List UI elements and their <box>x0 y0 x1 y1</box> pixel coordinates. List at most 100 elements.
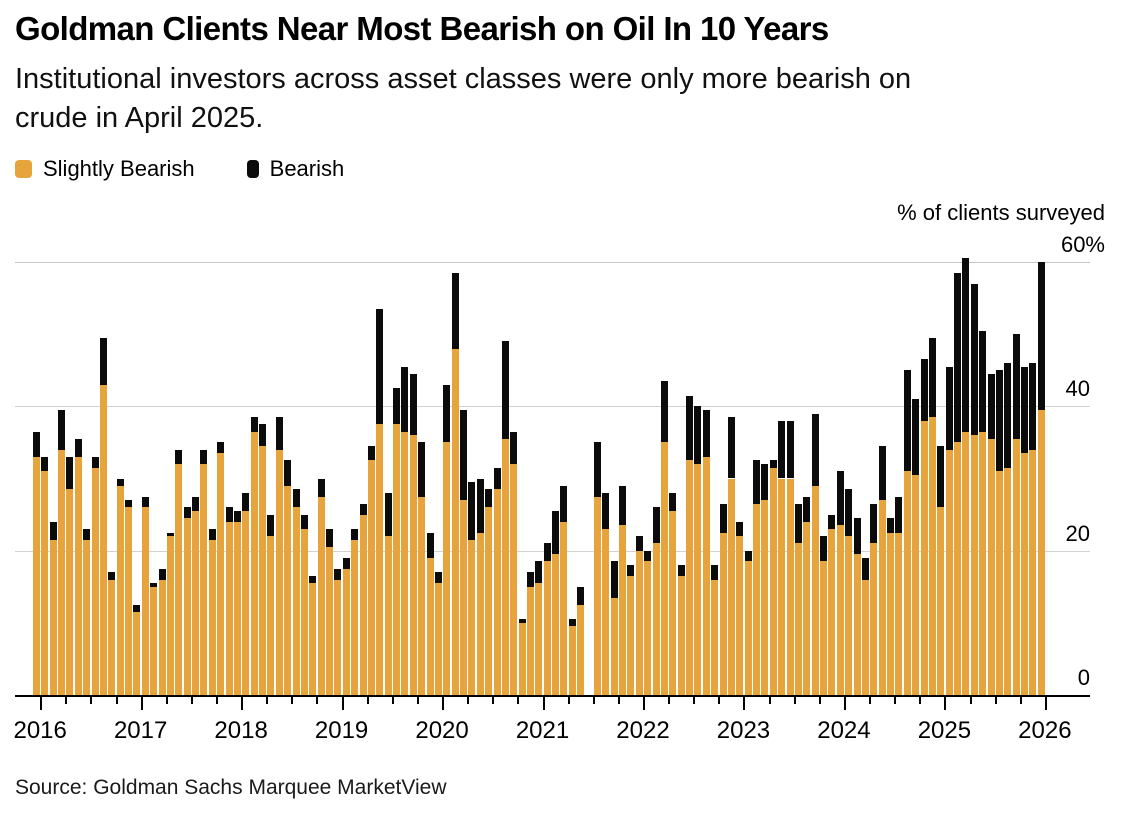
bar-slightly-bearish <box>744 561 752 695</box>
bar-bearish <box>1029 363 1037 450</box>
bar-slightly-bearish <box>962 431 970 695</box>
bar-slightly-bearish <box>133 612 141 695</box>
bar-slightly-bearish <box>878 500 886 695</box>
bar-bearish <box>652 507 660 544</box>
bar-bearish <box>669 492 677 511</box>
x-axis-tick <box>266 697 269 704</box>
bar-slightly-bearish <box>401 431 409 695</box>
bar-bearish <box>619 485 627 526</box>
bar-slightly-bearish <box>887 532 895 695</box>
bar-slightly-bearish <box>166 536 174 695</box>
x-axis-tick <box>718 697 721 704</box>
x-axis-year-label: 2019 <box>314 717 369 744</box>
bar-slightly-bearish <box>1012 438 1020 695</box>
x-axis-line <box>15 695 1090 697</box>
bar-slightly-bearish <box>828 529 836 695</box>
bar-bearish <box>409 373 417 436</box>
bar-bearish <box>811 413 819 486</box>
bar-slightly-bearish <box>727 478 735 695</box>
bar-bearish <box>527 572 534 587</box>
bar-slightly-bearish <box>342 568 350 695</box>
bar-bearish <box>309 575 317 584</box>
x-axis-tick <box>165 697 168 704</box>
bar-slightly-bearish <box>351 539 359 695</box>
bar-bearish <box>91 456 99 468</box>
bar-slightly-bearish <box>250 431 258 695</box>
bar-bearish <box>393 388 401 425</box>
bar-bearish <box>49 521 57 540</box>
bar-slightly-bearish <box>853 554 861 695</box>
bar-bearish <box>259 424 267 447</box>
x-axis-tick <box>944 697 947 710</box>
y-axis-label: 0 <box>1077 665 1090 690</box>
x-axis-year-label: 2023 <box>716 717 771 744</box>
bar-slightly-bearish <box>409 435 417 695</box>
bar-bearish <box>786 420 794 479</box>
bar-slightly-bearish <box>208 539 216 695</box>
bar-slightly-bearish <box>593 496 601 695</box>
bar-bearish <box>150 583 158 587</box>
bar-bearish <box>928 337 936 418</box>
bar-bearish <box>995 370 1003 472</box>
bar-slightly-bearish <box>501 438 509 695</box>
bar-bearish <box>426 532 434 558</box>
x-axis-tick <box>341 697 344 710</box>
bar-slightly-bearish <box>652 543 660 695</box>
bar-bearish <box>108 572 116 580</box>
bar-slightly-bearish <box>995 471 1003 695</box>
bar-bearish <box>359 503 367 515</box>
bar-bearish <box>970 283 978 436</box>
bar-slightly-bearish <box>267 536 275 695</box>
bar-slightly-bearish <box>33 456 40 695</box>
bar-slightly-bearish <box>711 579 719 695</box>
bar-bearish <box>727 417 735 479</box>
bar-bearish <box>376 308 384 425</box>
bar-slightly-bearish <box>786 478 794 695</box>
bar-bearish <box>778 420 786 479</box>
bar-bearish <box>485 489 493 508</box>
bar-bearish <box>326 529 334 548</box>
bar-slightly-bearish <box>108 579 116 695</box>
bar-slightly-bearish <box>803 521 811 695</box>
bar-bearish <box>476 478 484 533</box>
bar-bearish <box>945 366 953 450</box>
x-axis-tick <box>969 697 972 704</box>
bar-bearish <box>460 409 468 501</box>
bar-bearish <box>41 456 49 472</box>
bar-bearish <box>979 330 987 432</box>
x-axis-tick <box>517 697 520 704</box>
bar-slightly-bearish <box>820 561 828 695</box>
x-axis-year-label: 2021 <box>515 717 570 744</box>
bar-bearish <box>711 565 719 580</box>
bar-slightly-bearish <box>753 503 761 695</box>
bar-slightly-bearish <box>426 557 434 695</box>
x-axis-tick <box>1044 697 1047 710</box>
x-axis-tick <box>65 697 68 704</box>
bar-slightly-bearish <box>434 583 442 695</box>
bar-bearish <box>543 543 551 562</box>
bar-bearish <box>719 503 727 533</box>
bar-bearish <box>200 449 208 465</box>
bar-bearish <box>1004 363 1012 468</box>
bar-bearish <box>560 485 568 522</box>
x-axis-tick <box>693 697 696 704</box>
bar-bearish <box>141 496 149 508</box>
x-axis-tick <box>818 697 821 704</box>
bar-bearish <box>451 272 459 349</box>
bar-slightly-bearish <box>870 543 878 695</box>
bar-slightly-bearish <box>58 449 66 695</box>
bar-bearish <box>342 557 350 569</box>
bar-bearish <box>920 359 928 421</box>
bar-slightly-bearish <box>619 525 627 695</box>
bar-bearish <box>577 586 585 605</box>
y-axis-label: 20 <box>1065 520 1090 546</box>
bar-slightly-bearish <box>644 561 652 695</box>
x-axis-tick <box>894 697 897 704</box>
x-axis-year-label: 2017 <box>113 717 168 744</box>
bar-slightly-bearish <box>1037 409 1045 695</box>
bar-bearish <box>434 572 442 584</box>
x-axis-tick <box>391 697 394 704</box>
bar-slightly-bearish <box>309 583 317 695</box>
bar-slightly-bearish <box>334 579 342 695</box>
bar-slightly-bearish <box>761 500 769 695</box>
